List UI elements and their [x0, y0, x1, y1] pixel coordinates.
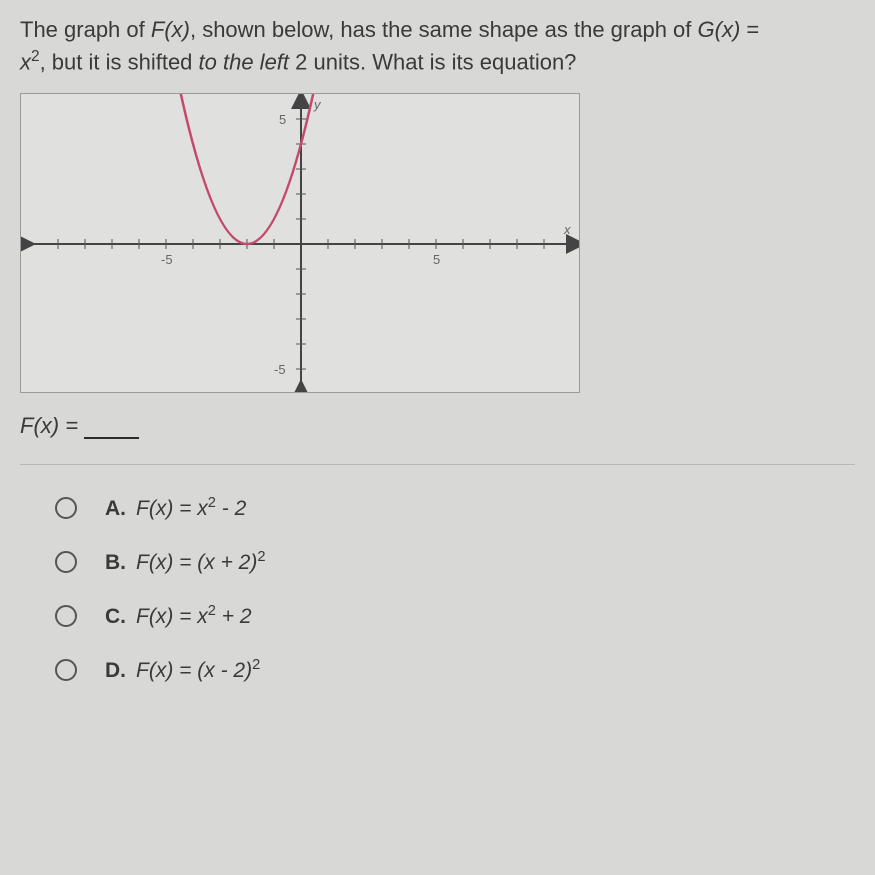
opt-letter: B. — [105, 551, 126, 574]
option-a[interactable]: A. F(x) = x2 - 2 — [55, 495, 855, 521]
q-part: = — [740, 17, 759, 42]
q-sup: 2 — [31, 48, 40, 65]
q-part: , but it is shifted — [40, 49, 199, 74]
graph-container: 5 -5 -5 5 y x — [20, 93, 580, 393]
opt-expr-pre: F(x) = (x + 2) — [136, 551, 257, 574]
opt-sup: 2 — [208, 495, 216, 511]
graph-svg: 5 -5 -5 5 y x — [21, 94, 580, 393]
opt-expr-post: + 2 — [216, 605, 252, 628]
answer-prompt: F(x) = — [20, 413, 855, 439]
option-c[interactable]: C. F(x) = x2 + 2 — [55, 603, 855, 629]
q-part: The graph of — [20, 17, 151, 42]
opt-letter: C. — [105, 605, 126, 628]
prompt-fx: F(x) — [20, 413, 59, 438]
option-d[interactable]: D. F(x) = (x - 2)2 — [55, 657, 855, 683]
radio-d[interactable] — [55, 659, 77, 681]
option-b[interactable]: B. F(x) = (x + 2)2 — [55, 549, 855, 575]
y-axis-label: y — [313, 97, 322, 112]
q-part: 2 units. What is its equation? — [289, 49, 576, 74]
opt-sup: 2 — [208, 603, 216, 619]
radio-b[interactable] — [55, 551, 77, 573]
q-shift: to the left — [199, 49, 290, 74]
opt-letter: A. — [105, 497, 126, 520]
option-a-text: A. F(x) = x2 - 2 — [105, 495, 246, 521]
q-x: x — [20, 49, 31, 74]
parabola-curve — [180, 94, 315, 244]
opt-sup: 2 — [257, 549, 265, 565]
x-tick-label-pos: 5 — [433, 252, 440, 267]
radio-a[interactable] — [55, 497, 77, 519]
q-fx: F(x) — [151, 17, 190, 42]
prompt-eq: = — [59, 413, 84, 438]
radio-c[interactable] — [55, 605, 77, 627]
q-gx: G(x) — [698, 17, 741, 42]
option-b-text: B. F(x) = (x + 2)2 — [105, 549, 266, 575]
opt-expr-pre: F(x) = (x - 2) — [136, 659, 252, 682]
option-c-text: C. F(x) = x2 + 2 — [105, 603, 252, 629]
separator — [20, 464, 855, 465]
answer-blank — [84, 415, 139, 439]
x-axis-label: x — [563, 222, 571, 237]
opt-expr-post: - 2 — [216, 497, 246, 520]
y-tick-label-pos: 5 — [279, 112, 286, 127]
option-d-text: D. F(x) = (x - 2)2 — [105, 657, 260, 683]
x-tick-label-neg: -5 — [161, 252, 173, 267]
options-list: A.F(x) = x2 - 2 B.F(x) = (x + 2)2 C.F(x)… — [20, 495, 855, 683]
y-tick-label-neg: -5 — [274, 362, 286, 377]
opt-expr-pre: F(x) = x — [136, 605, 208, 628]
opt-expr-pre: F(x) = x — [136, 497, 208, 520]
opt-sup: 2 — [252, 657, 260, 673]
opt-letter: D. — [105, 659, 126, 682]
q-part: , shown below, has the same shape as the… — [190, 17, 698, 42]
question-text: The graph of F(x), shown below, has the … — [20, 15, 855, 78]
